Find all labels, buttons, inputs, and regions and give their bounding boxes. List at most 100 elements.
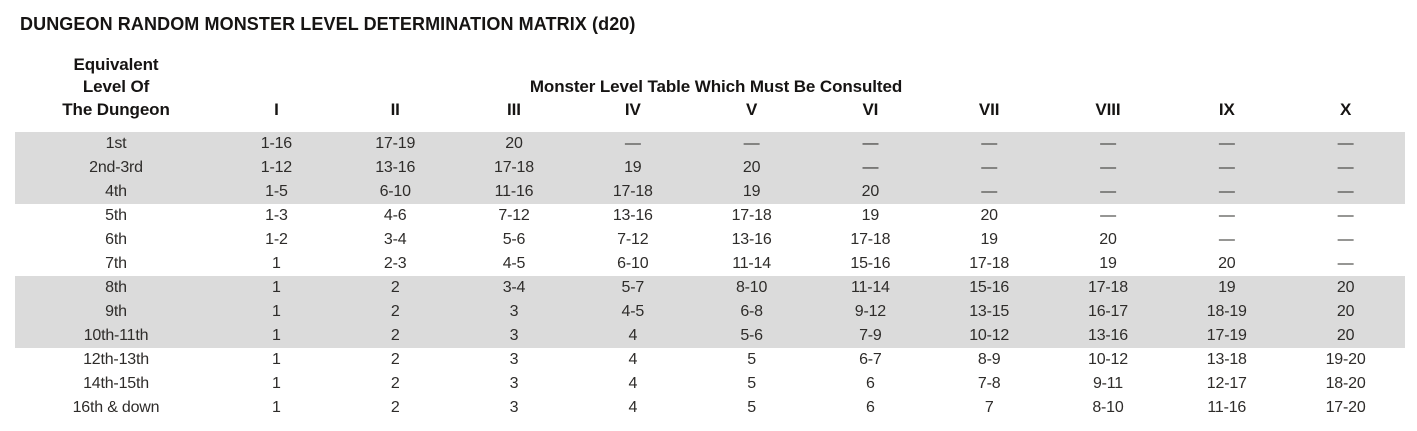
cell: 1 [272,303,281,320]
row-label: 12th-13th [83,351,149,368]
cell: — [1337,135,1354,152]
cell: 19 [742,183,761,200]
table-row: 10th-11th 1 2 3 4 5-6 7-9 10-12 13-16 17-19 20 [15,324,1405,348]
cell: 19 [980,231,998,248]
column-header-III: III [507,100,521,119]
cell: 6-10 [379,183,411,200]
column-header-IV: IV [624,100,641,119]
cell: — [1100,183,1116,200]
row-header-line3: The Dungeon [62,100,170,119]
cell: 4-5 [621,303,645,320]
row-label: 14th-15th [83,375,149,392]
table-row: 5th 1-3 4-6 7-12 13-16 17-18 19 20 — — — [15,204,1405,228]
cell: 16-17 [1088,303,1128,320]
cell: 19 [1218,279,1236,296]
cell: 18-20 [1325,375,1366,392]
cell: 1 [272,399,281,416]
cell: — [981,135,998,152]
cell: 7-12 [498,207,530,224]
row-header-line1: Equivalent [73,55,159,74]
cell: 2 [390,351,400,368]
cell: — [1337,159,1354,176]
cell: 19 [624,159,642,176]
row-label: 6th [105,231,127,248]
cell: 17-18 [731,207,772,224]
cell: — [624,135,641,152]
cell: 1-5 [265,183,288,200]
cell: 6-7 [859,351,882,368]
cell: 3 [509,351,519,368]
cell: 5 [747,351,756,368]
cell: 7-8 [977,375,1001,392]
cell: 2 [390,303,400,320]
cell: 20 [861,183,880,200]
header-row-1: Equivalent [15,54,1405,76]
cell: 10-12 [969,327,1010,344]
cell: 3-4 [502,279,526,296]
cell: 17-18 [612,183,653,200]
cell: 17-19 [1206,327,1247,344]
cell: 17-18 [850,231,891,248]
cell: 4 [628,375,638,392]
cell: 18-19 [1206,303,1247,320]
cell: 11-14 [851,279,890,296]
cell: 4 [628,327,638,344]
cell: 20 [1099,231,1117,248]
cell: 8-10 [735,279,768,296]
cell: 11-16 [1207,399,1247,416]
cell: — [1100,159,1116,176]
cell: 1 [272,279,281,296]
row-label: 9th [105,303,127,320]
cell: 1 [272,375,281,392]
cell: 3 [509,303,519,320]
rulebook-page: DUNGEON RANDOM MONSTER LEVEL DETERMINATI… [0,13,1417,431]
cell: 5 [747,375,756,392]
table-row: 2nd-3rd 1-12 13-16 17-18 19 20 — — — — — [15,156,1405,180]
cell: 17-18 [494,159,534,176]
cell: 13-16 [1088,327,1128,344]
cell: 7-12 [617,231,649,248]
cell: 13-18 [1206,351,1247,368]
cell: 3-4 [383,231,407,248]
cell: 19-20 [1325,351,1366,368]
cell: 17-18 [969,255,1010,272]
cell: — [1337,255,1354,272]
cell: 5-7 [621,279,645,296]
cell: 20 [1336,327,1355,344]
column-header-I: I [274,100,279,119]
cell: — [1218,135,1235,152]
cell: — [1100,135,1116,152]
cell: 3 [509,375,519,392]
cell: — [862,159,879,176]
cell: 2 [390,327,400,344]
cell: 20 [505,135,523,152]
cell: — [1337,183,1354,200]
cell: — [981,159,998,176]
row-label: 10th-11th [83,327,149,344]
cell: 3 [509,399,519,416]
cell: 1-12 [260,159,293,176]
row-label: 2nd-3rd [89,159,143,176]
span-header: Monster Level Table Which Must Be Consul… [529,77,903,96]
cell: 6-10 [617,255,649,272]
cell: 4 [628,351,638,368]
cell: 5-6 [502,231,526,248]
cell: 11-16 [494,183,534,200]
cell: 17-19 [375,135,416,152]
table-row: 9th 1 2 3 4-5 6-8 9-12 13-15 16-17 18-19 20 [15,300,1405,324]
cell: 2 [390,279,400,296]
cell: 6 [866,399,875,416]
column-header-X: X [1339,100,1352,119]
table-row: 14th-15th 1 2 3 4 5 6 7-8 9-11 12-17 18-20 [15,372,1405,396]
cell: 20 [980,207,998,224]
cell: 20 [742,159,761,176]
header-row-3: The Dungeon I II III IV V VI VII VIII IX X [15,98,1405,132]
table-header: Equivalent Level Of Monster Level Table … [15,54,1405,132]
monster-level-matrix-table: Equivalent Level Of Monster Level Table … [15,54,1405,420]
header-row-2: Level Of Monster Level Table Which Must … [15,76,1405,98]
cell: 13-16 [731,231,772,248]
row-label: 1st [105,135,127,152]
cell: 20 [1218,255,1236,272]
cell: — [1337,207,1354,224]
table-body: 1st 1-16 17-19 20— — — — — — —2nd-3rd 1-12 13-16 17-… [15,132,1405,420]
